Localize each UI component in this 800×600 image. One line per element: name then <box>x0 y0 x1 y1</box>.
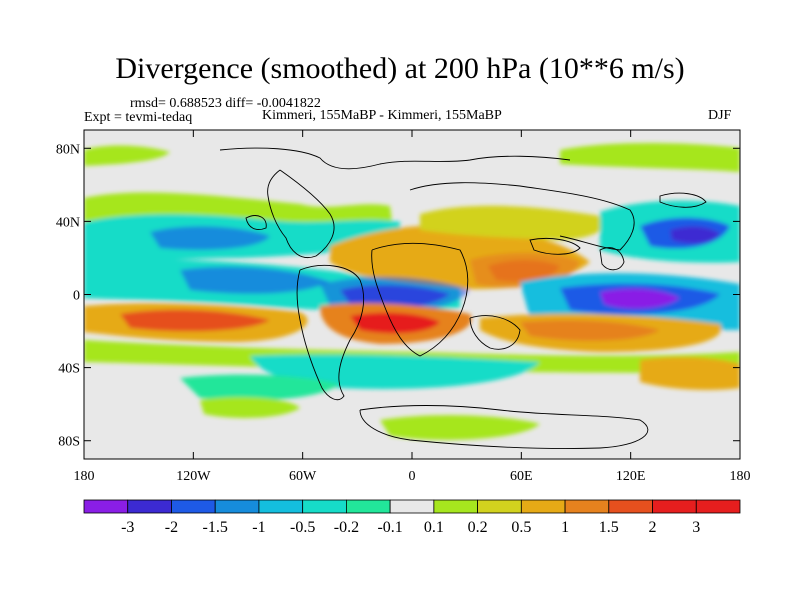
colorbar-box <box>258 499 304 514</box>
coast-india-madagascar <box>469 315 521 350</box>
colorbar-label: 0.1 <box>424 519 444 536</box>
lon-label: 180 <box>74 469 95 484</box>
lon-label: 0 <box>409 469 416 484</box>
field-south-teal <box>180 374 340 401</box>
lat-label: 40S <box>58 362 80 377</box>
experiment-label: Expt = tevmi-tedaq <box>84 110 193 125</box>
colorbar-label: -0.5 <box>290 519 315 536</box>
lat-labels: 80N 40N 0 40S 80S <box>56 142 80 449</box>
lon-label: 120W <box>176 469 211 484</box>
lon-label: 120E <box>616 469 646 484</box>
coast-north-america <box>267 169 335 258</box>
lat-label: 80N <box>56 142 80 157</box>
coast-europe-asia <box>409 182 635 251</box>
field-east-purple <box>600 288 680 309</box>
colorbar-label: 0.2 <box>468 519 488 536</box>
colorbar-label: 3 <box>692 519 700 536</box>
field-tethys-orange <box>420 205 607 240</box>
field-equatorial-west-blue <box>180 266 330 294</box>
field-npacific-darkblue <box>670 226 720 244</box>
colorbar-label: 2 <box>649 519 657 536</box>
chart-title: Divergence (smoothed) at 200 hPa (10**6 … <box>115 52 685 85</box>
coast-south-america <box>296 265 365 401</box>
coast-laurasia-north <box>219 147 571 170</box>
season-label: DJF <box>708 108 732 123</box>
coast-east-asia-islands <box>599 247 625 271</box>
colorbar-box <box>127 499 172 514</box>
lat-ticks <box>84 147 740 442</box>
colorbar-box <box>564 499 610 514</box>
colorbar-label: -0.2 <box>334 519 359 536</box>
lon-label: 60E <box>510 469 533 484</box>
lat-label: 40N <box>56 215 80 230</box>
field-south-green-lowleft <box>200 397 300 418</box>
field-arctic-green <box>84 145 170 166</box>
divergence-field <box>84 130 740 459</box>
colorbar-labels: -3 -2 -1.5 -1 -0.5 -0.2 -0.1 0.1 0.2 0.5 1 1.5 2 3 <box>121 519 700 536</box>
colorbar-label: 1.5 <box>599 519 619 536</box>
colorbar-box <box>214 499 260 514</box>
lat-label: 80S <box>58 435 80 450</box>
lon-label: 180 <box>730 469 751 484</box>
coast-africa <box>371 242 469 357</box>
colorbar-label: 0.5 <box>511 519 531 536</box>
coast-antarctica-australia <box>359 405 649 449</box>
map-subtitle: Kimmeri, 155MaBP - Kimmeri, 155MaBP <box>262 108 502 123</box>
colorbar-label: -0.1 <box>377 519 402 536</box>
colorbar-box <box>477 499 522 514</box>
coast-arctic-isle <box>659 192 707 208</box>
field-south-orange-low <box>640 357 740 390</box>
colorbar-label: -1.5 <box>203 519 228 536</box>
colorbar-box <box>345 499 391 514</box>
colorbar-label: -1 <box>252 519 265 536</box>
colorbar-label: 1 <box>561 519 569 536</box>
field-south-cyan <box>250 354 540 389</box>
map-frame: 80N 40N 0 40S 80S 180 120W 60W 0 60E 120E 180 <box>56 129 751 484</box>
colorbar-box <box>389 499 435 514</box>
coastlines <box>219 147 707 449</box>
rmsd-diff-stats: rmsd= 0.688523 diff= -0.0041822 <box>130 96 321 111</box>
colorbar-box <box>652 499 697 514</box>
field-south-darkorange-east <box>520 320 660 341</box>
colorbar-label: -3 <box>121 519 134 536</box>
colorbar-box <box>83 499 129 514</box>
colorbar-label: -2 <box>165 519 178 536</box>
colorbar-box <box>433 499 479 514</box>
lon-label: 60W <box>289 469 317 484</box>
field-north-blue-blob <box>150 226 270 250</box>
lon-labels: 180 120W 60W 0 60E 120E 180 <box>74 469 751 484</box>
colorbar-box <box>171 499 216 514</box>
field-arctic-right <box>560 143 740 172</box>
field-south-green-low <box>380 415 540 440</box>
coast-cimmeria <box>529 237 581 255</box>
lon-ticks <box>83 130 741 459</box>
colorbar-box <box>302 499 347 514</box>
colorbar <box>83 499 741 514</box>
colorbar-box <box>695 499 741 514</box>
colorbar-box <box>520 499 566 514</box>
coast-caribbean-isle <box>245 215 267 230</box>
colorbar-box <box>608 499 653 514</box>
field-south-red-west <box>120 309 270 332</box>
lat-label: 0 <box>73 289 80 304</box>
field-south-red-mid <box>350 312 440 334</box>
